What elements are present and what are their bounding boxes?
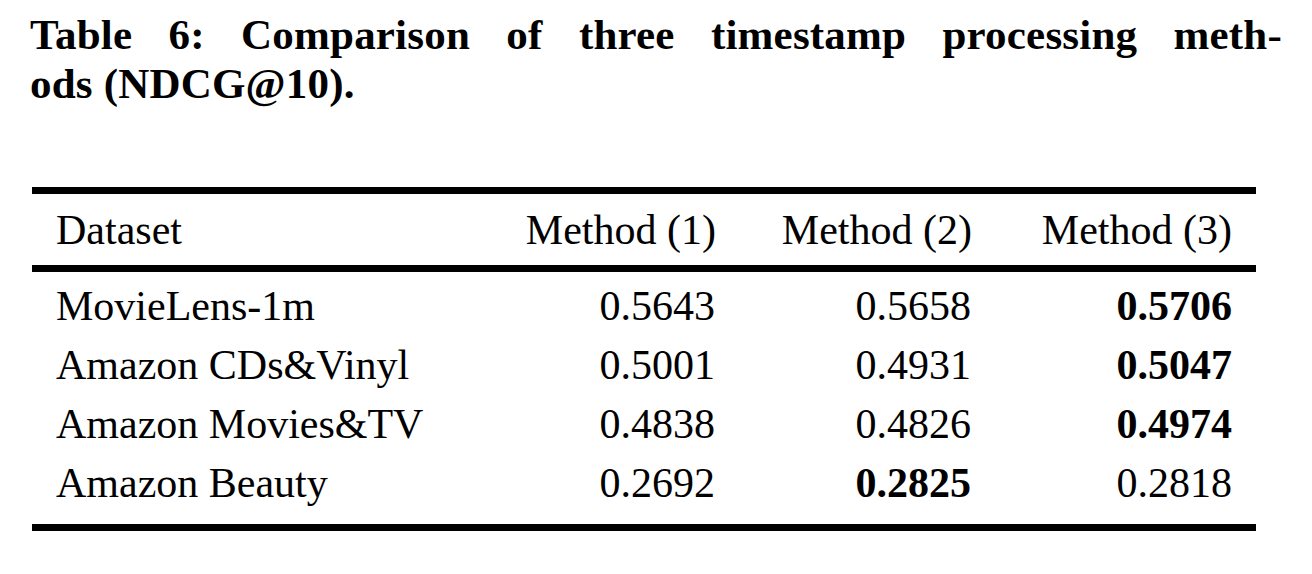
header-row: Dataset Method (1) Method (2) Method (3) — [32, 191, 1256, 269]
method-1-value-cell: 0.5643 — [472, 269, 716, 337]
column-header-method-3: Method (3) — [972, 191, 1256, 269]
dataset-cell: MovieLens-1m — [32, 269, 472, 337]
table-row-movielens-1m: MovieLens-1m 0.5643 0.5658 0.5706 — [32, 269, 1256, 337]
table-row-amazon-beauty: Amazon Beauty 0.2692 0.2825 0.2818 — [32, 454, 1256, 528]
caption-line-1: Table 6: Comparison of three timestamp p… — [30, 10, 1282, 59]
dataset-cell: Amazon Beauty — [32, 454, 472, 528]
results-table: Dataset Method (1) Method (2) Method (3)… — [32, 187, 1256, 531]
method-2-value-cell: 0.4826 — [716, 395, 972, 454]
caption-line-2: ods (NDCG@10). — [30, 59, 1282, 108]
column-header-method-2: Method (2) — [716, 191, 972, 269]
dataset-cell: Amazon CDs&Vinyl — [32, 336, 472, 395]
method-1-value-cell: 0.4838 — [472, 395, 716, 454]
method-2-value-cell: 0.2825 — [716, 454, 972, 528]
method-3-value-cell: 0.5047 — [972, 336, 1256, 395]
column-header-dataset: Dataset — [32, 191, 472, 269]
method-3-value-cell: 0.5706 — [972, 269, 1256, 337]
method-3-value-cell: 0.2818 — [972, 454, 1256, 528]
table-row-amazon-cds-vinyl: Amazon CDs&Vinyl 0.5001 0.4931 0.5047 — [32, 336, 1256, 395]
method-3-value-cell: 0.4974 — [972, 395, 1256, 454]
dataset-cell: Amazon Movies&TV — [32, 395, 472, 454]
method-2-value-cell: 0.5658 — [716, 269, 972, 337]
method-1-value-cell: 0.2692 — [472, 454, 716, 528]
method-2-value-cell: 0.4931 — [716, 336, 972, 395]
method-1-value-cell: 0.5001 — [472, 336, 716, 395]
table-row-amazon-movies-tv: Amazon Movies&TV 0.4838 0.4826 0.4974 — [32, 395, 1256, 454]
table-caption: Table 6: Comparison of three timestamp p… — [30, 10, 1282, 108]
paper-page: Table 6: Comparison of three timestamp p… — [0, 0, 1312, 574]
column-header-method-1: Method (1) — [472, 191, 716, 269]
